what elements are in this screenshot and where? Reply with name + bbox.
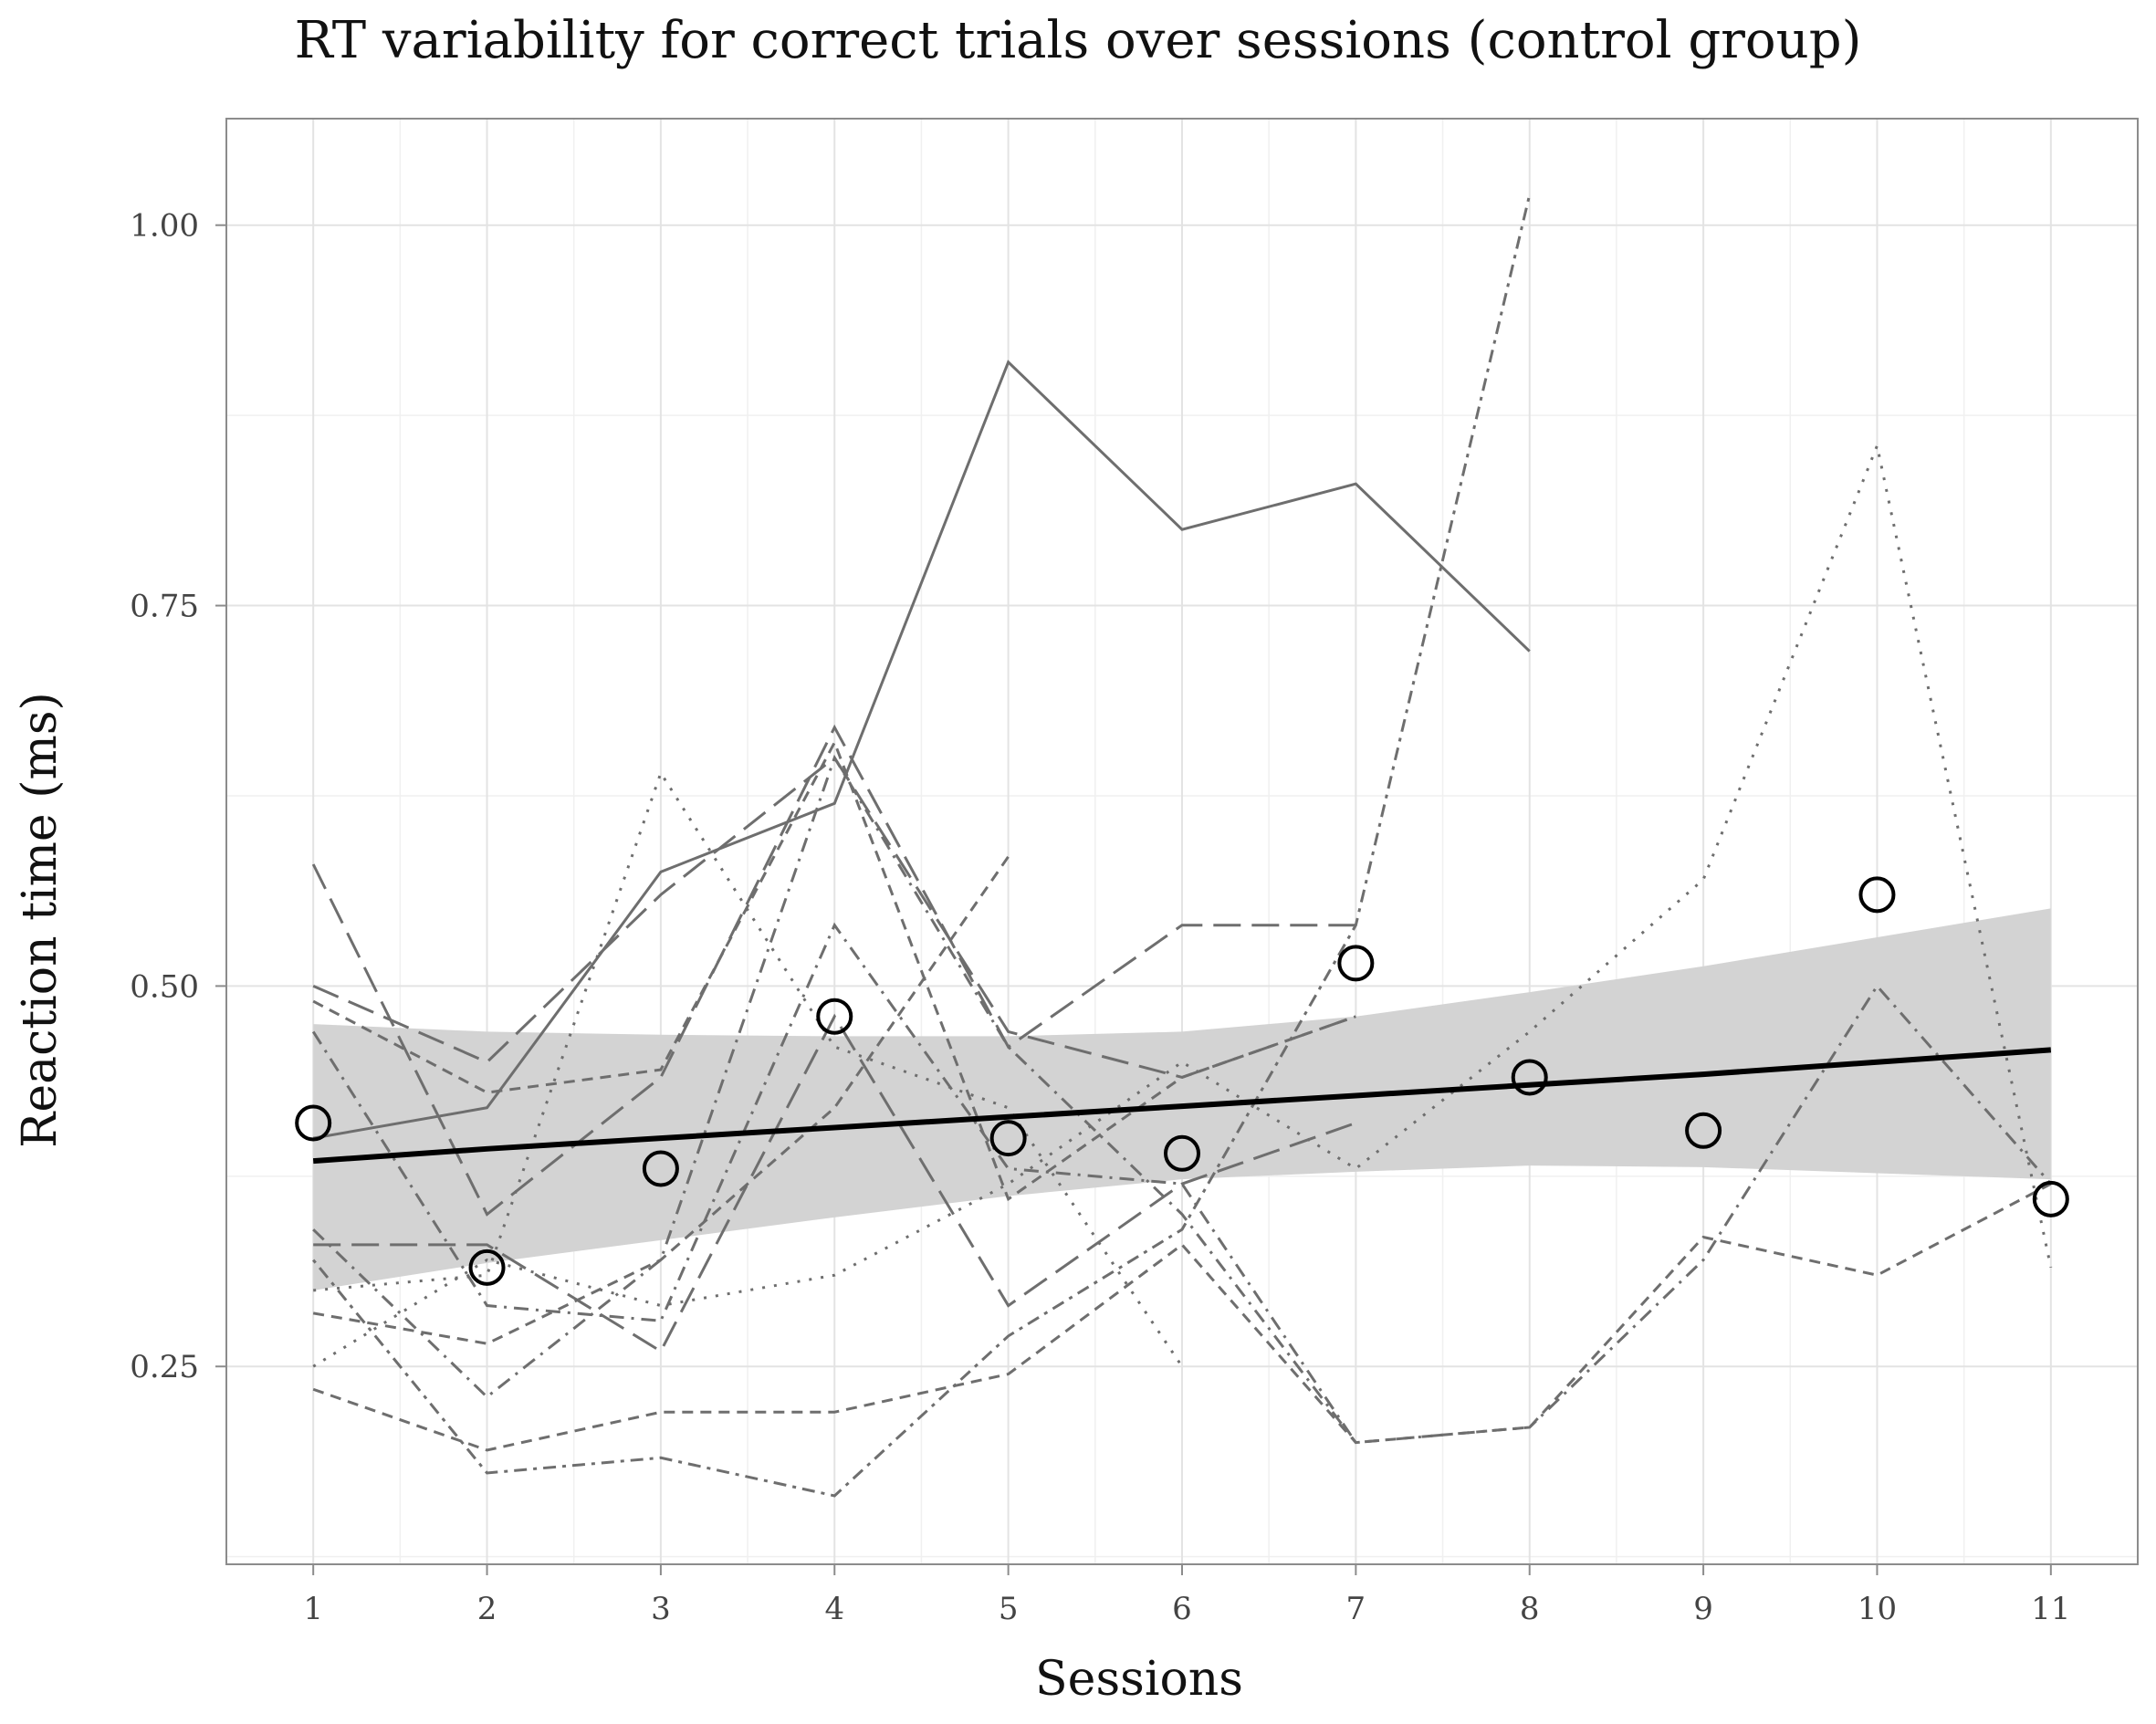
x-tick-label: 8: [1520, 1591, 1540, 1627]
x-tick-label: 7: [1346, 1591, 1366, 1627]
individual-series-line-1: [312, 360, 1531, 1140]
x-tick-label: 1: [303, 1591, 323, 1627]
individual-series-line-4: [313, 1013, 1356, 1353]
y-tick-label: 1.00: [130, 208, 199, 245]
session-mean-point: [816, 998, 853, 1035]
individual-series-line-9: [313, 769, 1184, 1368]
session-mean-point: [642, 1150, 679, 1187]
individual-series-line-10: [311, 922, 2052, 1445]
individual-series-line-5: [312, 1182, 2052, 1452]
session-mean-point: [468, 1249, 506, 1286]
individual-series-line-12: [312, 855, 1010, 1345]
session-mean-point: [1337, 945, 1375, 982]
session-mean-point: [1685, 1112, 1722, 1149]
x-tick-label: 4: [824, 1591, 844, 1627]
individual-series-line-7: [311, 724, 1356, 1217]
x-tick-label: 3: [651, 1591, 671, 1627]
x-tick-label: 5: [999, 1591, 1019, 1627]
x-tick-label: 9: [1693, 1591, 1713, 1627]
session-mean-point: [295, 1104, 332, 1142]
individual-series-line-6: [312, 194, 1532, 1498]
individual-series-line-2: [312, 441, 2053, 1368]
session-mean-point: [1858, 876, 1896, 914]
trend-line: [312, 1047, 2052, 1165]
session-mean-point: [1164, 1134, 1200, 1172]
session-mean-point: [2032, 1180, 2069, 1217]
y-tick-label: 0.25: [130, 1349, 199, 1385]
x-tick-label: 11: [2031, 1591, 2070, 1627]
y-axis-label: Reaction time (ms): [13, 692, 68, 1148]
x-axis-label: Sessions: [1035, 1652, 1243, 1707]
x-tick-label: 10: [1858, 1591, 1897, 1627]
x-tick-label: 6: [1172, 1591, 1192, 1627]
session-mean-point: [989, 1120, 1027, 1157]
y-tick-label: 0.50: [130, 968, 199, 1005]
confidence-band: [313, 908, 2051, 1290]
session-mean-point: [1511, 1059, 1548, 1096]
y-tick-label: 0.75: [130, 589, 199, 625]
x-tick-label: 2: [477, 1591, 497, 1627]
individual-series-line-11: [312, 756, 1356, 1080]
chart-title: RT variability for correct trials over s…: [294, 11, 1862, 70]
